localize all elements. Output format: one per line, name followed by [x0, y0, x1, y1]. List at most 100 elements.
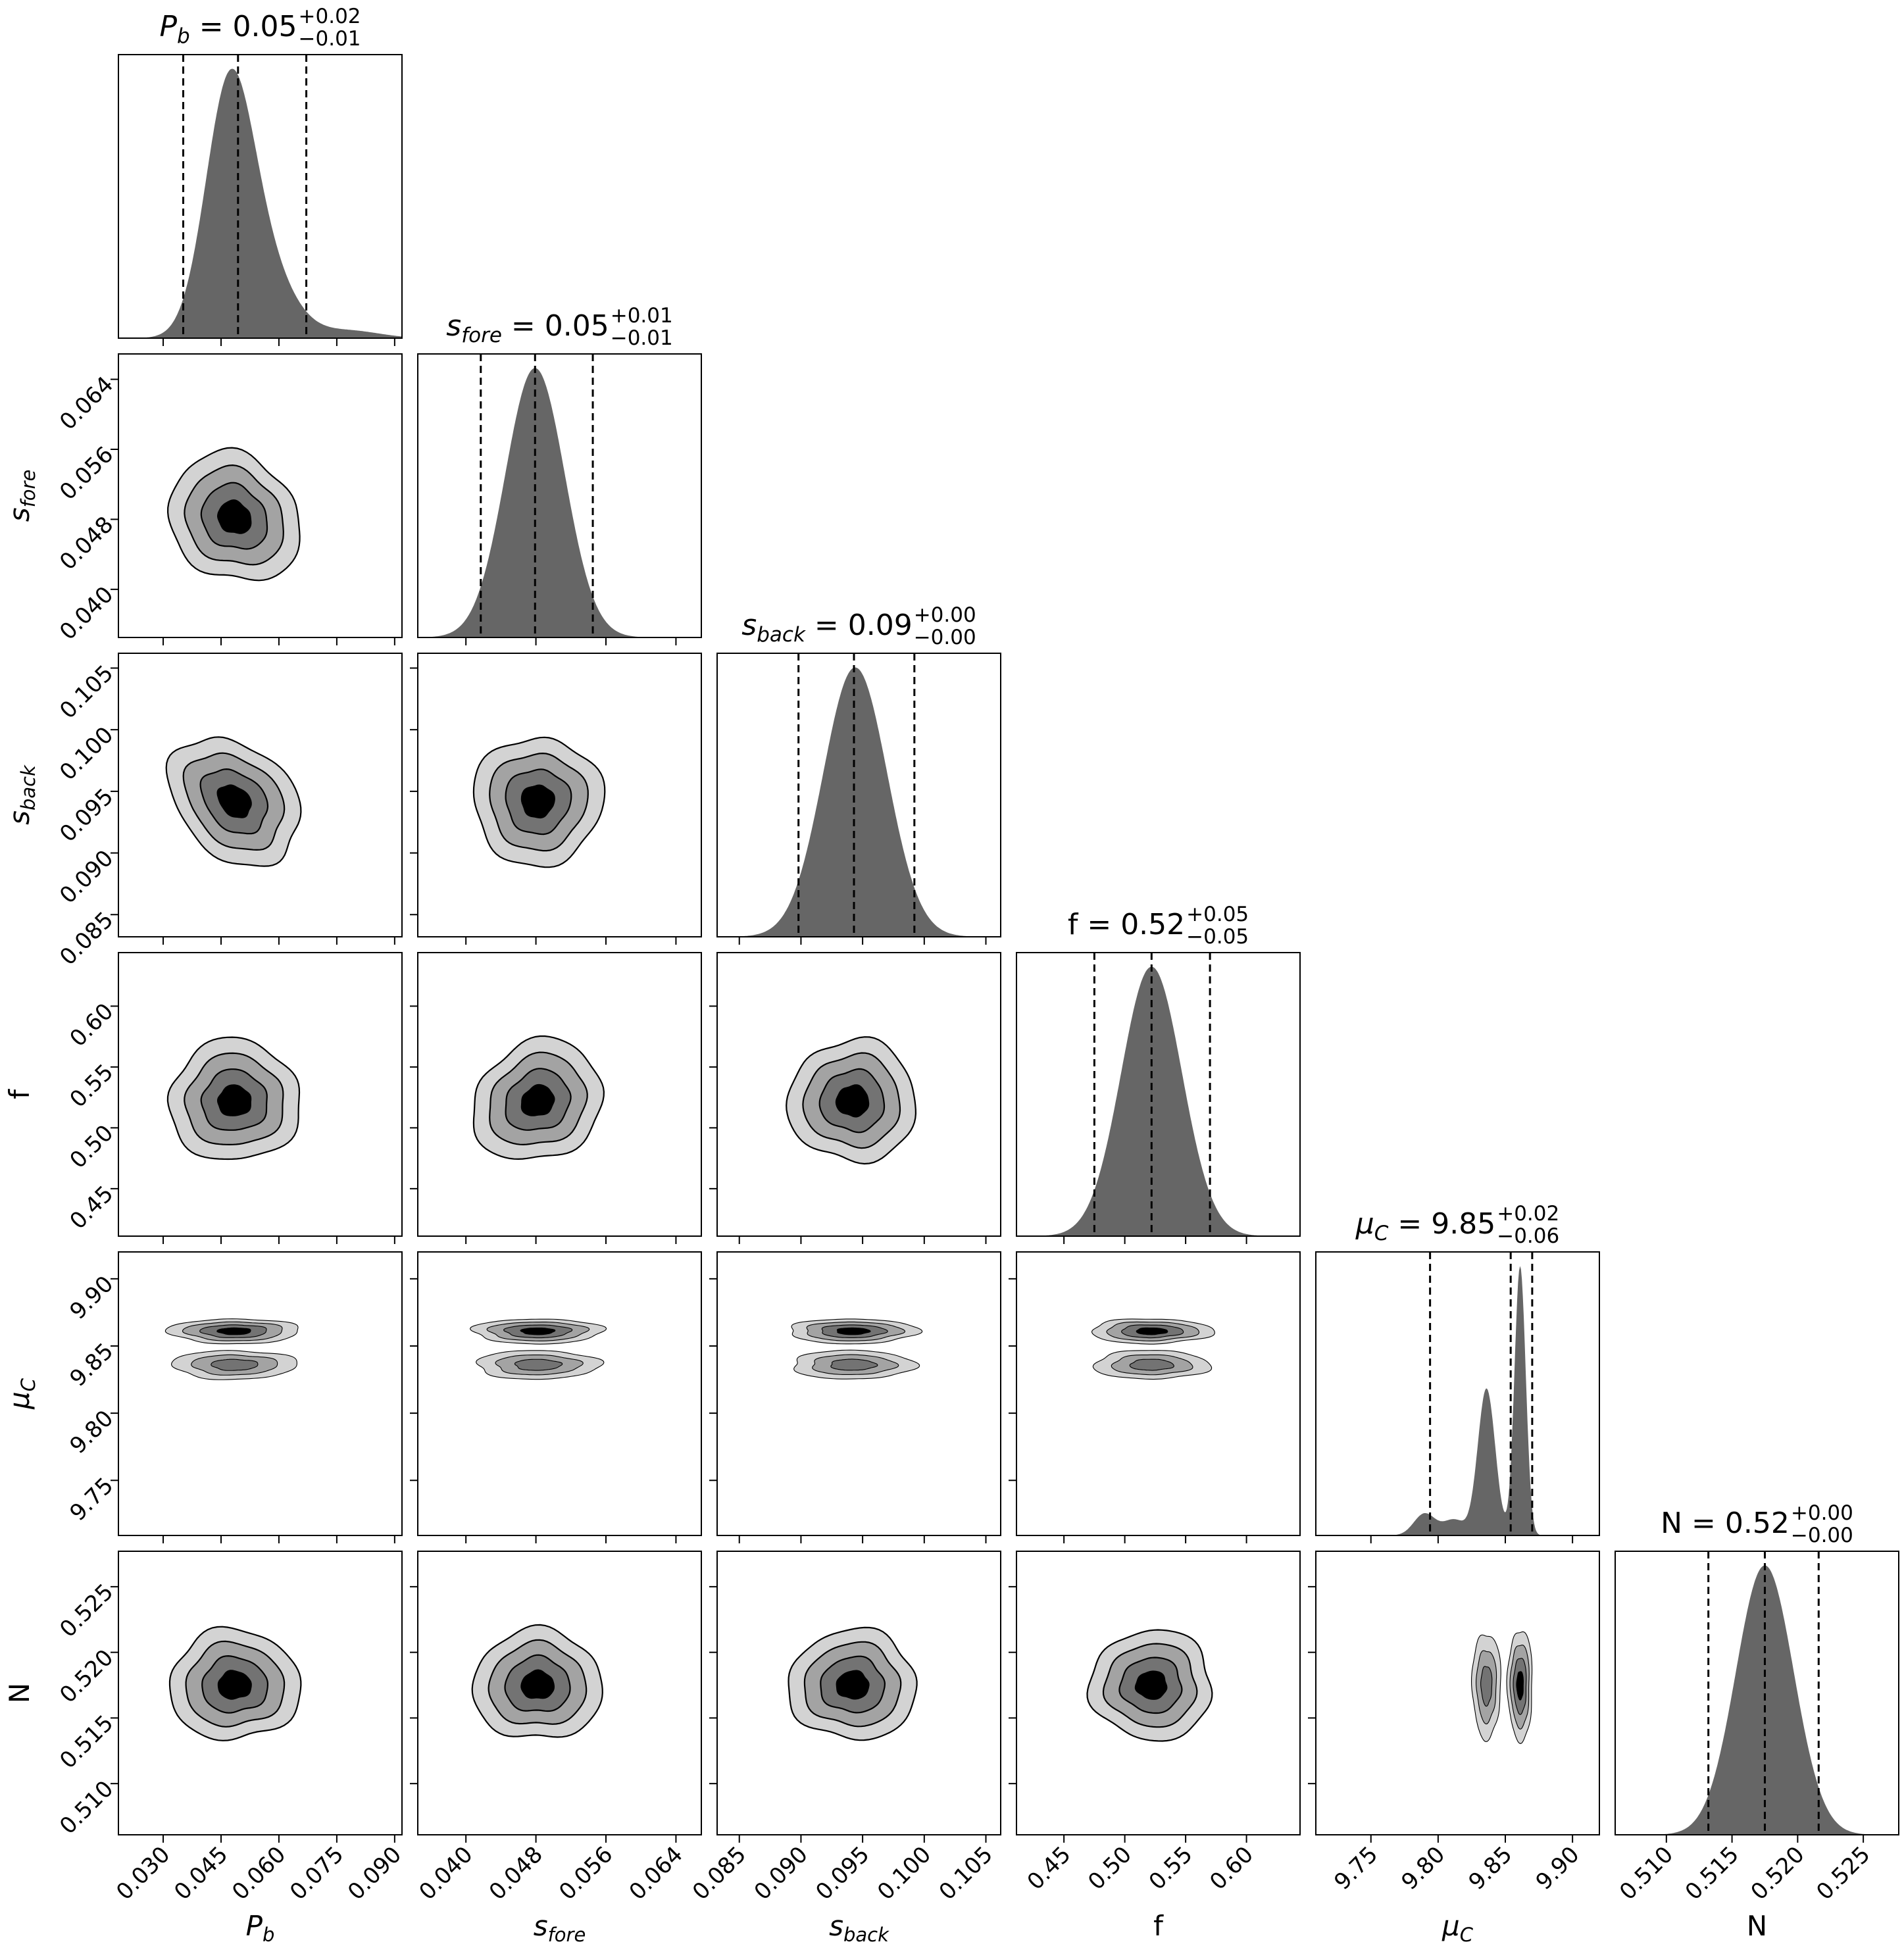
contour-group [168, 1626, 302, 1741]
contour-group [786, 1036, 917, 1165]
contour-level-4 [216, 784, 252, 818]
title-label: f = 0.52 [1068, 908, 1185, 941]
contour-group [166, 447, 301, 582]
x-tick-label: 0.040 [414, 1841, 478, 1905]
histogram-area-sback [717, 667, 1001, 937]
histogram-panel-N: 0.510 0.515 0.520 0.525 [1615, 1551, 1899, 1905]
y-axis-label-sfore-symbol: s [3, 507, 36, 522]
contour-group [166, 1036, 301, 1160]
panel-frame [118, 54, 403, 339]
y-tick-label: 9.75 [64, 1472, 118, 1526]
title-upper-error: +0.02 [1497, 1202, 1559, 1226]
title-label: Pb = 0.05 [159, 10, 297, 48]
contour-level-4 [835, 1084, 870, 1118]
contour-level-4 [836, 1327, 871, 1335]
contour-level-4 [1134, 1670, 1168, 1700]
y-tick-label: 0.510 [55, 1776, 118, 1839]
y-axis-label-sback-symbol: s [3, 810, 36, 825]
y-axis-label-f: f [3, 1089, 36, 1099]
contour-group [471, 1624, 603, 1738]
x-tick-label: 0.60 [1205, 1841, 1259, 1895]
panel-frame [1615, 1551, 1899, 1835]
title-lower-error: −0.01 [611, 326, 673, 350]
title-separator: = [502, 309, 545, 343]
x-axis-label-sfore-subscript: fore [548, 1924, 586, 1944]
contour-level-4 [520, 1328, 556, 1335]
panel-frame [118, 1551, 403, 1835]
title-value: = 0.05 [190, 10, 297, 43]
panel-frame [118, 952, 403, 1237]
histogram-area-N [1615, 1565, 1899, 1835]
contour-level-fill-3 [1130, 1359, 1174, 1370]
title-label-subscript: C [1374, 1222, 1389, 1245]
y-tick-label: 0.040 [55, 582, 118, 645]
title-median: 0.09 [848, 609, 913, 642]
title-label: sfore = 0.05 [446, 309, 609, 347]
y-tick-label: 9.90 [64, 1271, 118, 1325]
x-tick-label: 0.090 [749, 1841, 813, 1905]
contour-group [1086, 1629, 1213, 1742]
x-tick-label: 9.80 [1396, 1841, 1450, 1895]
contour-level-fill-3 [515, 1359, 563, 1370]
y-axis-label-sback: sback [3, 764, 39, 825]
contour-level-4 [217, 1084, 252, 1116]
x-tick-label: 0.515 [1680, 1841, 1744, 1905]
panel-frame [417, 1551, 702, 1835]
x-tick-label: 0.030 [111, 1841, 175, 1905]
title-value: = 9.85 [1388, 1207, 1495, 1241]
title-median: 0.52 [1725, 1507, 1790, 1540]
y-tick-label: 0.55 [64, 1059, 118, 1113]
contour-group [788, 1626, 918, 1741]
title-lower-error: −0.00 [914, 626, 976, 649]
contour-panel-Pb-vs-f: 0.45 0.50 0.55 0.60 [64, 952, 403, 1244]
x-axis-label-muC: μC [1441, 1910, 1474, 1944]
title-label: sback = 0.09 [741, 609, 912, 647]
histogram-area-sfore [418, 368, 701, 637]
title-label: μC = 9.85 [1355, 1207, 1495, 1245]
x-axis-label-N-symbol: N [1747, 1910, 1767, 1942]
contour-level-4 [836, 1670, 870, 1700]
y-axis-label-muC-symbol: μ [3, 1391, 36, 1410]
x-tick-label: 0.525 [1811, 1841, 1875, 1905]
contour-panel-sfore-vs-f [410, 952, 702, 1244]
panel-frame [1016, 952, 1301, 1237]
title-median: 0.05 [545, 309, 609, 343]
contour-panel-f-vs-N: 0.45 0.50 0.55 0.60 [1009, 1551, 1301, 1895]
contour-level-fill-3 [831, 1359, 878, 1370]
panel-frame [417, 353, 702, 638]
title-label-subscript: fore [461, 324, 502, 347]
x-axis-label-sfore: sfore [534, 1910, 586, 1944]
panel-frame [417, 1251, 702, 1536]
contour-panel-sfore-vs-sback [410, 653, 702, 945]
x-tick-label: 9.75 [1329, 1841, 1383, 1895]
x-axis-label-sback-symbol: s [829, 1910, 843, 1942]
y-axis-label-muC: μC [3, 1378, 39, 1410]
panel-frame [118, 1251, 403, 1536]
x-axis-label-muC-subscript: C [1460, 1924, 1474, 1944]
panel-title-muC: μC = 9.85 +0.02−0.06 [1355, 1202, 1559, 1248]
contour-panel-sfore-vs-N: 0.040 0.048 0.056 0.064 [410, 1551, 702, 1905]
contour-panel-sfore-vs-muC [410, 1251, 702, 1543]
title-separator: = [805, 609, 848, 642]
contour-group [472, 1035, 605, 1160]
contour-group [165, 736, 302, 867]
x-tick-label: 0.056 [554, 1841, 618, 1905]
contour-group [470, 1318, 607, 1380]
x-tick-label: 9.90 [1531, 1841, 1585, 1895]
x-tick-label: 0.045 [169, 1841, 233, 1905]
histogram-panel-sfore [417, 353, 702, 645]
x-tick-label: 0.064 [624, 1841, 688, 1905]
histogram-panel-Pb [118, 54, 403, 346]
contour-level-4 [520, 1084, 555, 1116]
y-axis-label-N: N [3, 1683, 36, 1703]
y-tick-label: 0.095 [55, 784, 118, 847]
x-tick-label: 0.060 [227, 1841, 291, 1905]
y-tick-label: 0.085 [55, 907, 118, 970]
panel-frame [1315, 1251, 1600, 1536]
panel-frame [417, 653, 702, 937]
title-upper-error: +0.02 [299, 5, 361, 28]
title-lower-error: −0.06 [1497, 1224, 1559, 1248]
